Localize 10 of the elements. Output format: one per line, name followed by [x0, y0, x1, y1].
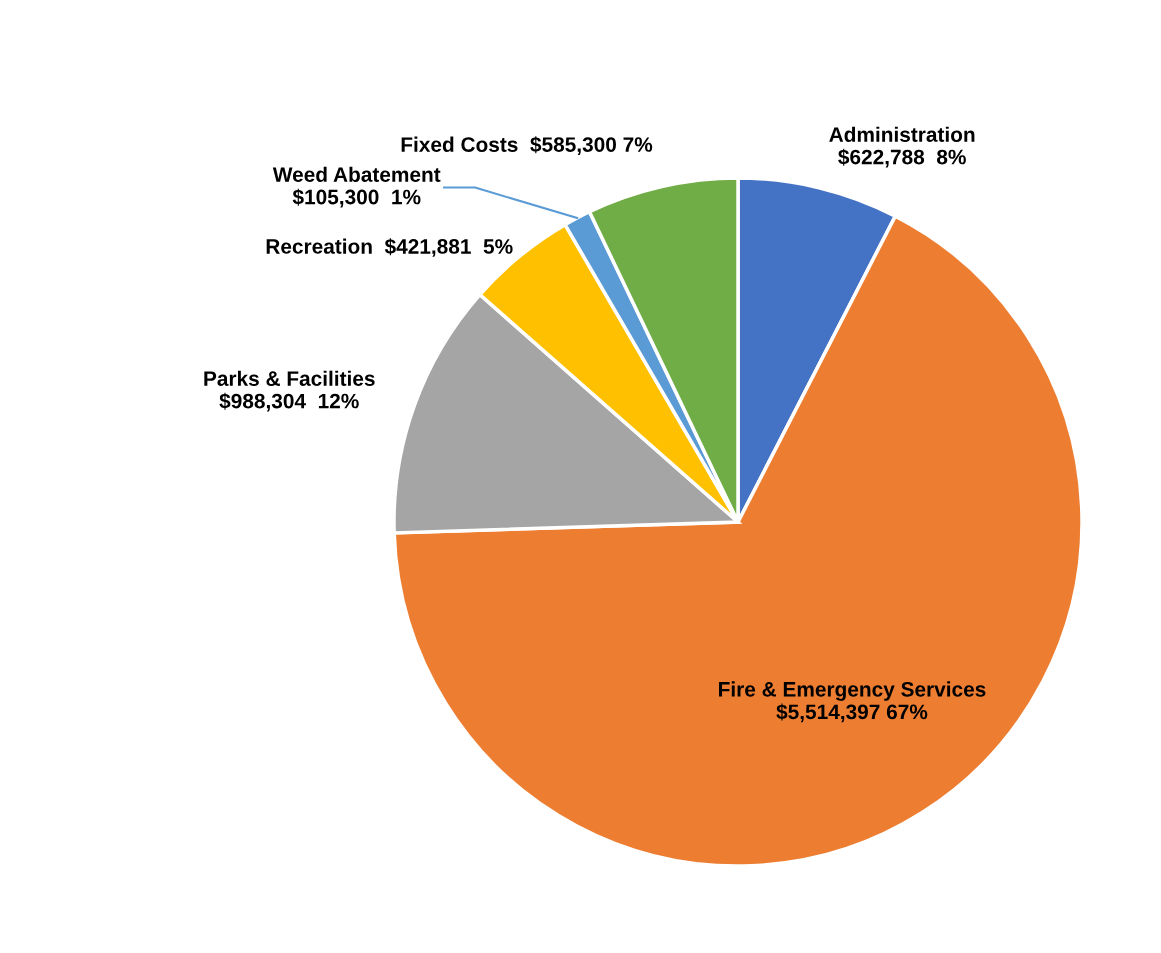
data-label: $105,300 1% [292, 188, 421, 208]
data-label: $5,514,397 67% [776, 703, 928, 723]
data-label: $622,788 8% [838, 148, 966, 168]
slice-label: Recreation $421,881 5% [266, 238, 513, 257]
slice-label: Administration [829, 126, 975, 142]
slice-label: Fire & Emergency Services [719, 681, 986, 701]
slice-label: Fixed Costs $585,300 7% [401, 136, 653, 155]
slice-label: Parks & Facilities [204, 370, 375, 386]
slice-label: Weed Abatement [272, 166, 441, 182]
data-label: $988,304 12% [219, 392, 359, 412]
